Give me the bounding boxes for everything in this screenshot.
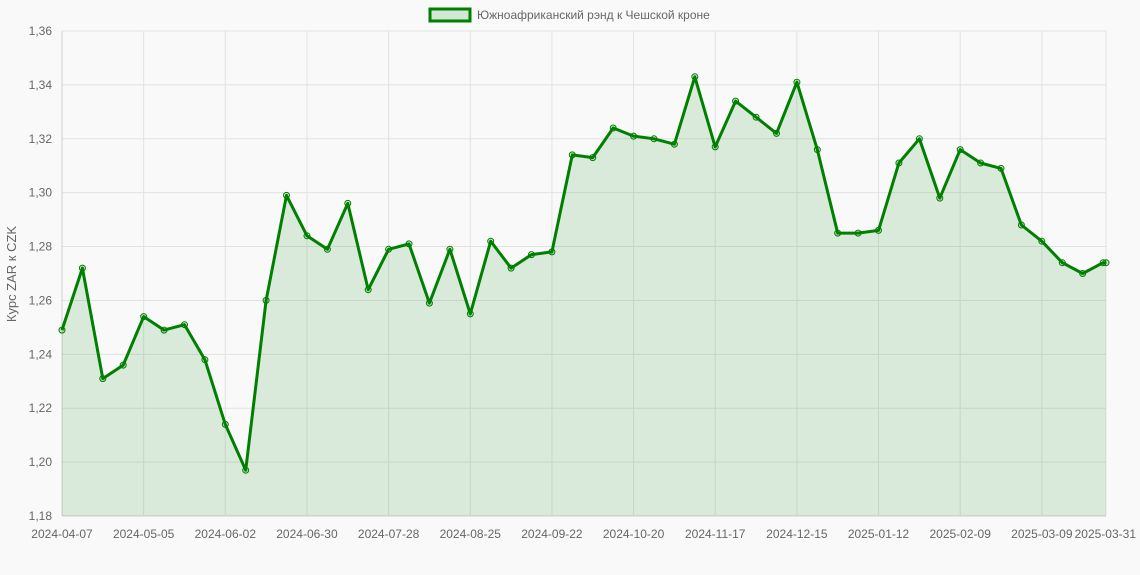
x-tick-label: 2025-02-09 xyxy=(929,527,991,541)
data-point xyxy=(160,326,168,334)
data-point xyxy=(548,248,556,256)
data-point xyxy=(834,229,842,237)
data-point xyxy=(140,313,148,321)
data-point xyxy=(977,159,985,167)
data-point xyxy=(752,113,760,121)
data-point xyxy=(344,199,352,207)
x-tick-label: 2025-03-09 xyxy=(1011,527,1073,541)
data-point xyxy=(323,245,331,253)
data-point xyxy=(283,191,290,199)
y-tick-label: 1,24 xyxy=(29,347,53,361)
x-tick-label: 2024-10-20 xyxy=(603,527,665,541)
series-line xyxy=(60,75,1106,472)
data-point xyxy=(78,264,86,272)
x-tick-label: 2024-06-30 xyxy=(276,527,338,541)
data-point xyxy=(1058,259,1066,267)
data-point xyxy=(528,251,535,259)
data-point xyxy=(609,124,617,132)
x-tick-label: 2024-05-05 xyxy=(113,527,175,541)
x-tick-label: 2024-11-17 xyxy=(685,527,746,541)
y-tick-label: 1,22 xyxy=(29,401,53,415)
data-point xyxy=(589,154,597,162)
data-point xyxy=(487,237,495,245)
y-axis-label: Курс ZAR к CZK xyxy=(4,226,19,323)
legend-label[interactable]: Южноафриканский рэнд к Чешской кроне xyxy=(477,8,710,22)
data-point xyxy=(425,299,433,307)
data-point xyxy=(630,132,638,140)
grid-lines xyxy=(61,30,1107,517)
data-points xyxy=(58,73,1110,474)
y-tick-label: 1,26 xyxy=(29,293,53,307)
data-point xyxy=(364,286,372,294)
data-point xyxy=(895,159,903,167)
data-point xyxy=(262,296,270,304)
data-point xyxy=(793,78,801,86)
x-tick-label: 2025-03-31 xyxy=(1075,527,1137,541)
data-point xyxy=(58,326,66,334)
x-tick-label: 2024-09-22 xyxy=(521,527,583,541)
data-point xyxy=(181,321,188,329)
data-point xyxy=(1079,270,1087,277)
x-tick-label: 2024-08-25 xyxy=(440,527,502,541)
data-point xyxy=(119,361,127,369)
y-tick-label: 1,20 xyxy=(29,455,53,469)
y-tick-label: 1,30 xyxy=(29,186,53,200)
data-point xyxy=(997,164,1005,172)
data-point xyxy=(650,135,658,143)
data-point xyxy=(221,420,229,428)
data-point xyxy=(242,466,250,474)
x-tick-label: 2024-07-28 xyxy=(358,527,420,541)
y-tick-label: 1,34 xyxy=(29,78,53,92)
y-axis-ticks: 1,18 1,20 1,22 1,24 1,26 1,28 1,30 1,32 1,34 1,36 xyxy=(29,24,53,523)
data-point xyxy=(773,129,780,137)
data-point xyxy=(854,229,862,237)
data-point xyxy=(466,310,474,318)
x-tick-label: 2024-06-02 xyxy=(195,527,257,541)
legend-swatch[interactable] xyxy=(428,7,472,23)
data-point xyxy=(446,245,454,253)
data-point xyxy=(936,194,944,202)
x-axis-ticks: 2024-04-07 2024-05-05 2024-06-02 2024-06-30… xyxy=(31,527,1136,541)
x-tick-label: 2024-04-07 xyxy=(31,527,93,541)
data-point xyxy=(201,356,209,364)
data-point xyxy=(1038,237,1046,245)
data-point xyxy=(813,146,821,154)
y-tick-label: 1,36 xyxy=(29,24,53,38)
y-tick-label: 1,28 xyxy=(29,240,53,254)
data-point xyxy=(670,140,678,148)
x-tick-label: 2025-01-12 xyxy=(848,527,910,541)
series-area xyxy=(62,76,1106,517)
data-point xyxy=(875,226,882,234)
data-point xyxy=(1102,259,1110,267)
data-point xyxy=(303,232,311,240)
data-point xyxy=(956,146,964,154)
data-point xyxy=(915,135,923,143)
data-point xyxy=(405,240,413,248)
data-point xyxy=(1017,221,1025,229)
legend[interactable]: Южноафриканский рэнд к Чешской кроне xyxy=(428,7,710,23)
data-point xyxy=(99,375,107,383)
data-point xyxy=(711,143,719,151)
data-point xyxy=(385,245,393,253)
data-point xyxy=(691,73,699,81)
series-line-path xyxy=(60,75,1106,472)
y-tick-label: 1,32 xyxy=(29,132,53,146)
data-point xyxy=(732,97,740,105)
data-point xyxy=(568,151,576,159)
y-tick-label: 1,18 xyxy=(29,509,53,523)
x-tick-label: 2024-12-15 xyxy=(766,527,828,541)
series-area-fill xyxy=(62,76,1106,517)
data-point xyxy=(507,264,515,272)
